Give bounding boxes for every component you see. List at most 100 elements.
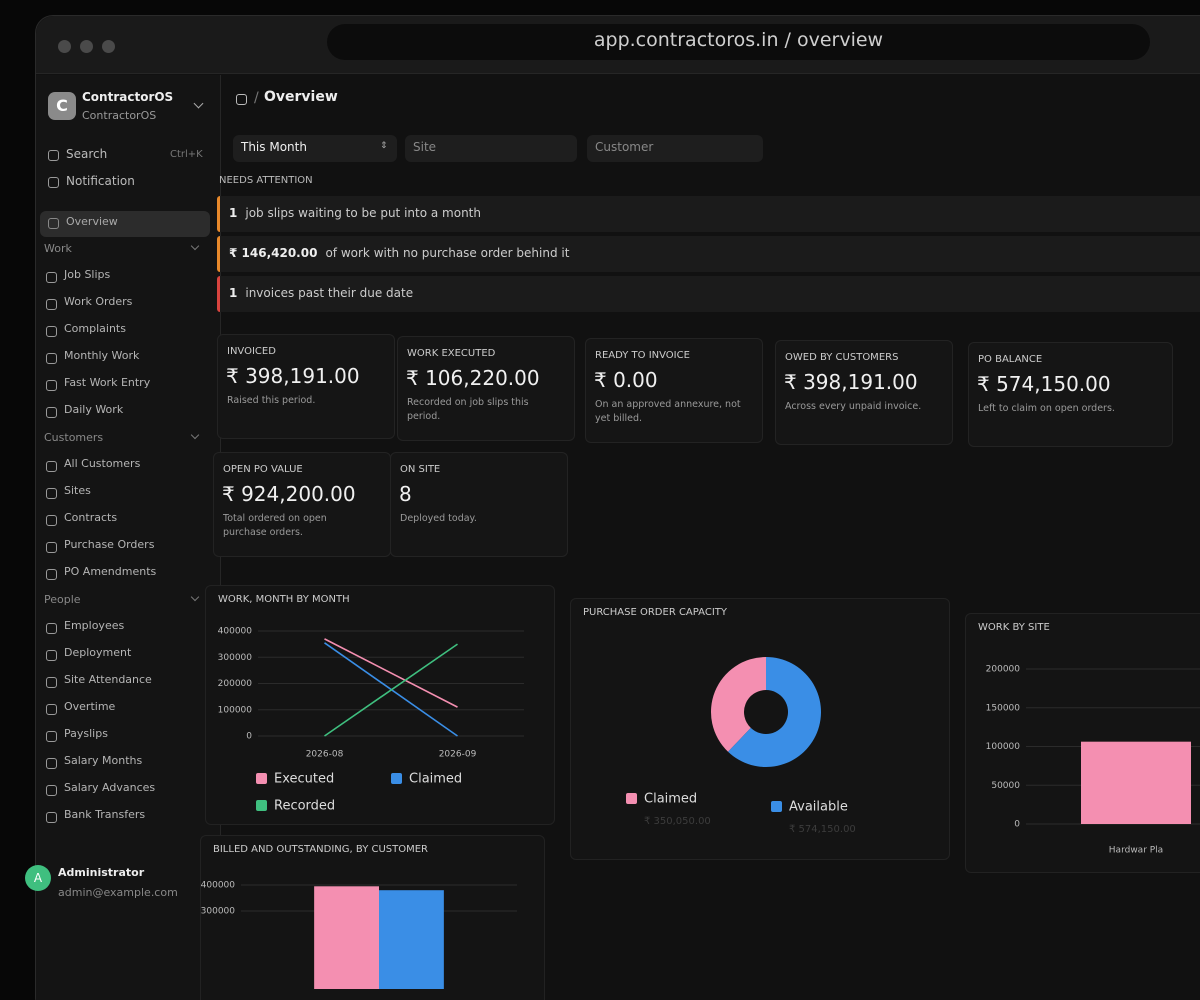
nav-item[interactable]: Contracts [64, 511, 118, 524]
attention-text: invoices past their due date [245, 286, 414, 300]
tick-label: 200000 [986, 665, 1021, 675]
kpi-value: ₹ 0.00 [594, 368, 658, 392]
chart-card: WORK BY SITE 0 50000 100000 150000 200000 Hard… [965, 613, 1200, 873]
kpi-value: ₹ 398,191.00 [226, 364, 360, 388]
attention-value: ₹ 146,420.00 [229, 246, 318, 260]
nav-section[interactable]: Customers [44, 431, 104, 444]
icon [46, 542, 57, 553]
nav-item[interactable]: Overview [66, 215, 118, 228]
nav-item[interactable]: Site Attendance [64, 673, 152, 686]
nav-active[interactable] [40, 211, 210, 237]
kpi-card [217, 334, 395, 439]
nav-item[interactable]: Salary Months [64, 754, 143, 767]
nav-item[interactable]: Employees [64, 619, 125, 632]
kpi-label: OPEN PO VALUE [223, 464, 303, 475]
nav-section[interactable]: Work [44, 242, 72, 255]
notification[interactable]: Notification [66, 174, 135, 188]
attention-row[interactable] [217, 236, 1200, 272]
kpi-value: ₹ 106,220.00 [406, 366, 540, 390]
nav-item[interactable]: Payslips [64, 727, 108, 740]
kpi-card [775, 340, 953, 445]
window-dot[interactable] [58, 40, 71, 53]
nav-item[interactable]: PO Amendments [64, 565, 157, 578]
search[interactable]: Search [66, 147, 108, 161]
chart: 300000 400000 [201, 881, 517, 989]
icon [46, 380, 57, 391]
nav-item[interactable]: Complaints [64, 322, 126, 335]
nav-item[interactable]: Purchase Orders [64, 538, 155, 551]
attention-value: 1 [229, 206, 238, 220]
user-email: admin@example.com [58, 886, 178, 899]
attention-row[interactable] [217, 196, 1200, 232]
tick-label: 100000 [218, 705, 253, 715]
shortcut: Ctrl+K [170, 149, 203, 160]
legend-swatch [771, 801, 782, 812]
filter-select[interactable] [233, 135, 397, 162]
kpi-note: Total ordered on open purchase orders. [223, 513, 327, 538]
tick-label: 2026-09 [439, 750, 477, 760]
icon [46, 461, 57, 472]
attention-row[interactable] [217, 276, 1200, 312]
nav-item[interactable]: All Customers [64, 457, 141, 470]
filter-input[interactable] [587, 135, 763, 162]
attention-text: job slips waiting to be put into a month [245, 206, 481, 220]
tick-label: 0 [246, 732, 252, 742]
icon [46, 515, 57, 526]
icon [46, 299, 57, 310]
tick-label: 0 [1014, 820, 1020, 830]
nav-section[interactable]: People [44, 593, 81, 606]
nav-item[interactable]: Fast Work Entry [64, 376, 151, 389]
legend-label: Claimed [409, 772, 462, 787]
nav-item[interactable]: Bank Transfers [64, 808, 146, 821]
icon [48, 218, 59, 229]
nav-item[interactable]: Overtime [64, 700, 116, 713]
kpi-note: Left to claim on open orders. [978, 403, 1115, 414]
kpi-label: OWED BY CUSTOMERS [785, 352, 899, 363]
nav-item[interactable]: Job Slips [64, 268, 111, 281]
nav-item[interactable]: Daily Work [64, 403, 124, 416]
chart-card: PURCHASE ORDER CAPACITY Claimed ₹ 350,050.… [570, 598, 950, 860]
icon [46, 407, 57, 418]
section-title: NEEDS ATTENTION [219, 175, 313, 186]
legend-label: Available [789, 800, 848, 815]
tick-label: Hardwar Pla [1109, 846, 1163, 856]
kpi-note: Raised this period. [227, 395, 316, 406]
tick-label: 300000 [218, 653, 253, 663]
kpi-value: ₹ 398,191.00 [784, 370, 918, 394]
org-name[interactable]: ContractorOS [82, 90, 174, 104]
bar [379, 890, 444, 989]
user-name[interactable]: Administrator [58, 866, 145, 879]
address-bar[interactable] [327, 24, 1150, 60]
org-sub: ContractorOS [82, 109, 157, 122]
nav-item[interactable]: Sites [64, 484, 91, 497]
icon [46, 812, 57, 823]
bar [1081, 741, 1191, 824]
legend-swatch [626, 793, 637, 804]
kpi-value: ₹ 574,150.00 [977, 372, 1111, 396]
icon [46, 569, 57, 580]
breadcrumb-sep: / [254, 90, 259, 106]
nav-item[interactable]: Monthly Work [64, 349, 140, 362]
filter-input[interactable] [405, 135, 577, 162]
filter-text[interactable]: This Month [241, 140, 307, 154]
tick-label: 150000 [986, 703, 1021, 713]
icon [46, 353, 57, 364]
window-dot[interactable] [102, 40, 115, 53]
chart: Claimed ₹ 350,050.00 Available ₹ 574,150.00 [626, 657, 856, 835]
icon [48, 150, 59, 161]
tick-label: 50000 [991, 781, 1020, 791]
filter-text[interactable]: Site [413, 140, 437, 154]
nav-item[interactable]: Deployment [64, 646, 132, 659]
chart: 0 100000 200000 300000 400000 2026-08 2026-09 E… [218, 627, 524, 814]
line-series [324, 643, 458, 737]
filter-text[interactable]: Customer [595, 140, 654, 154]
user-avatar: A [25, 865, 51, 891]
nav-item[interactable]: Work Orders [64, 295, 133, 308]
window-dot[interactable] [80, 40, 93, 53]
nav-item[interactable]: Salary Advances [64, 781, 156, 794]
kpi-label: ON SITE [400, 464, 441, 475]
kpi-note: Recorded on job slips this period. [407, 397, 529, 422]
chart-title: WORK, MONTH BY MONTH [218, 594, 350, 605]
breadcrumb: Overview [264, 89, 338, 105]
